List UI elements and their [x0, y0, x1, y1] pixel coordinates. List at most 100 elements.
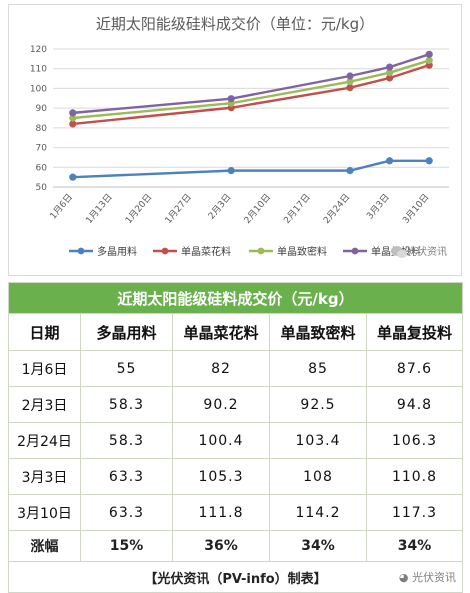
- date-cell: 1月6日: [8, 350, 81, 387]
- watermark-text: 光伏资讯: [407, 245, 447, 258]
- date-cell: 2月3日: [8, 386, 81, 423]
- table-footer: 【光伏资讯（PV-info）制表】 ◕ 光伏资讯: [7, 561, 464, 593]
- column-header: 日期: [8, 313, 81, 351]
- table-footer-text: 【光伏资讯（PV-info）制表】: [144, 571, 327, 587]
- data-point: [227, 95, 235, 103]
- x-tick-label: 2月24日: [321, 192, 352, 226]
- table-row: 3月3日 63.3 105.3 108 110.8: [8, 458, 464, 495]
- price-cell: 58.3: [80, 386, 173, 423]
- price-cell: 58.3: [80, 422, 173, 459]
- price-cell: 108: [269, 458, 367, 495]
- price-cell: 103.4: [269, 422, 367, 459]
- wechat-icon: [391, 246, 407, 258]
- price-line-chart: 近期太阳能级硅料成交价（单位：元/kg） 50 60 70 80 90 100 110 120…: [8, 4, 462, 276]
- change-cell: 34%: [365, 530, 464, 562]
- chart-watermark: 光伏资讯: [391, 245, 447, 258]
- price-cell: 92.5: [269, 386, 367, 423]
- chart-series: [69, 50, 433, 181]
- price-cell: 106.3: [365, 422, 464, 459]
- price-table: 近期太阳能级硅料成交价（元/kg） 日期 多晶用料 单晶菜花料 单晶致密料 单晶复投料 …: [7, 282, 464, 593]
- table-title: 近期太阳能级硅料成交价（元/kg）: [7, 282, 464, 314]
- data-point: [346, 78, 354, 86]
- y-tick-label: 60: [36, 163, 48, 173]
- price-cell: 114.2: [269, 494, 367, 531]
- date-cell: 2月24日: [8, 422, 81, 459]
- table-body: 1月6日 55 82 85 87.6 2月3日 58.3 90.2 92.5 94.8 2月24日 5…: [8, 350, 464, 531]
- x-tick-label: 3月3日: [365, 192, 392, 222]
- x-tick-label: 1月13日: [84, 192, 115, 226]
- chart-canvas: 近期太阳能级硅料成交价（单位：元/kg） 50 60 70 80 90 100 110 120…: [30, 15, 449, 258]
- data-point: [346, 72, 354, 80]
- price-cell: 55: [80, 350, 173, 387]
- table-row: 2月24日 58.3 100.4 103.4 106.3: [8, 422, 464, 459]
- y-tick-label: 90: [36, 104, 48, 114]
- y-tick-label: 50: [36, 183, 48, 193]
- data-point: [386, 74, 394, 82]
- change-cell: 15%: [80, 530, 173, 562]
- price-cell: 82: [172, 350, 270, 387]
- data-point: [425, 50, 433, 58]
- legend-marker: [77, 247, 85, 255]
- legend-marker: [161, 247, 169, 255]
- legend-marker: [351, 247, 359, 255]
- table-row: 1月6日 55 82 85 87.6: [8, 350, 464, 387]
- y-tick-label: 70: [36, 144, 48, 154]
- column-header: 单晶菜花料: [172, 313, 270, 351]
- table-row: 2月3日 58.3 90.2 92.5 94.8: [8, 386, 464, 423]
- data-point: [69, 173, 77, 181]
- x-tick-label: 2月10日: [242, 192, 273, 226]
- price-cell: 63.3: [80, 458, 173, 495]
- x-tick-label: 2月3日: [206, 192, 233, 222]
- change-cell: 34%: [269, 530, 367, 562]
- data-point: [386, 157, 394, 165]
- footer-watermark-text: 光伏资讯: [412, 571, 457, 584]
- y-tick-label: 100: [30, 84, 47, 94]
- x-tick-label: 1月27日: [163, 192, 194, 226]
- price-cell: 87.6: [365, 350, 464, 387]
- change-cell: 36%: [172, 530, 270, 562]
- data-point: [69, 120, 77, 128]
- legend-marker: [257, 247, 265, 255]
- price-cell: 94.8: [365, 386, 464, 423]
- data-point: [425, 157, 433, 165]
- data-point: [386, 69, 394, 77]
- price-cell: 85: [269, 350, 367, 387]
- y-tick-label: 80: [36, 124, 48, 134]
- price-cell: 117.3: [365, 494, 464, 531]
- column-header: 单晶复投料: [365, 313, 464, 351]
- data-point: [386, 63, 394, 71]
- y-tick-label: 110: [30, 65, 47, 75]
- price-cell: 110.8: [365, 458, 464, 495]
- footer-watermark: ◕ 光伏资讯: [399, 569, 456, 585]
- price-cell: 100.4: [172, 422, 270, 459]
- series-line: [72, 159, 430, 179]
- column-header: 多晶用料: [80, 313, 173, 351]
- chart-title: 近期太阳能级硅料成交价（单位：元/kg）: [96, 15, 374, 33]
- wechat-icon: ◕: [398, 571, 409, 584]
- data-point: [346, 167, 354, 175]
- data-point: [69, 114, 77, 122]
- legend-label: 单晶致密料: [277, 245, 327, 258]
- legend-label: 多晶用料: [97, 245, 137, 258]
- x-tick-label: 2月17日: [282, 192, 313, 226]
- change-label: 涨幅: [8, 530, 81, 562]
- data-table: 近期太阳能级硅料成交价（元/kg） 日期 多晶用料 单晶菜花料 单晶致密料 单晶复投料 …: [7, 282, 464, 593]
- date-cell: 3月10日: [8, 494, 81, 531]
- y-tick-label: 120: [30, 45, 47, 55]
- price-cell: 105.3: [172, 458, 270, 495]
- table-change-row: 涨幅 15% 36% 34% 34%: [8, 530, 464, 562]
- x-tick-label: 1月6日: [48, 192, 75, 222]
- date-cell: 3月3日: [8, 458, 81, 495]
- x-tick-label: 3月10日: [400, 192, 431, 226]
- price-cell: 63.3: [80, 494, 173, 531]
- data-point: [425, 56, 433, 65]
- x-tick-label: 1月20日: [123, 192, 154, 226]
- table-row: 3月10日 63.3 111.8 114.2 117.3: [8, 494, 464, 531]
- x-axis-ticks: 1月6日 1月13日 1月20日 1月27日 2月3日 2月10日 2月17日 2月24日 3月…: [48, 192, 432, 226]
- table-header-row: 日期 多晶用料 单晶菜花料 单晶致密料 单晶复投料: [8, 313, 464, 351]
- data-point: [69, 109, 77, 117]
- data-point: [227, 167, 235, 175]
- column-header: 单晶致密料: [269, 313, 367, 351]
- price-cell: 111.8: [172, 494, 270, 531]
